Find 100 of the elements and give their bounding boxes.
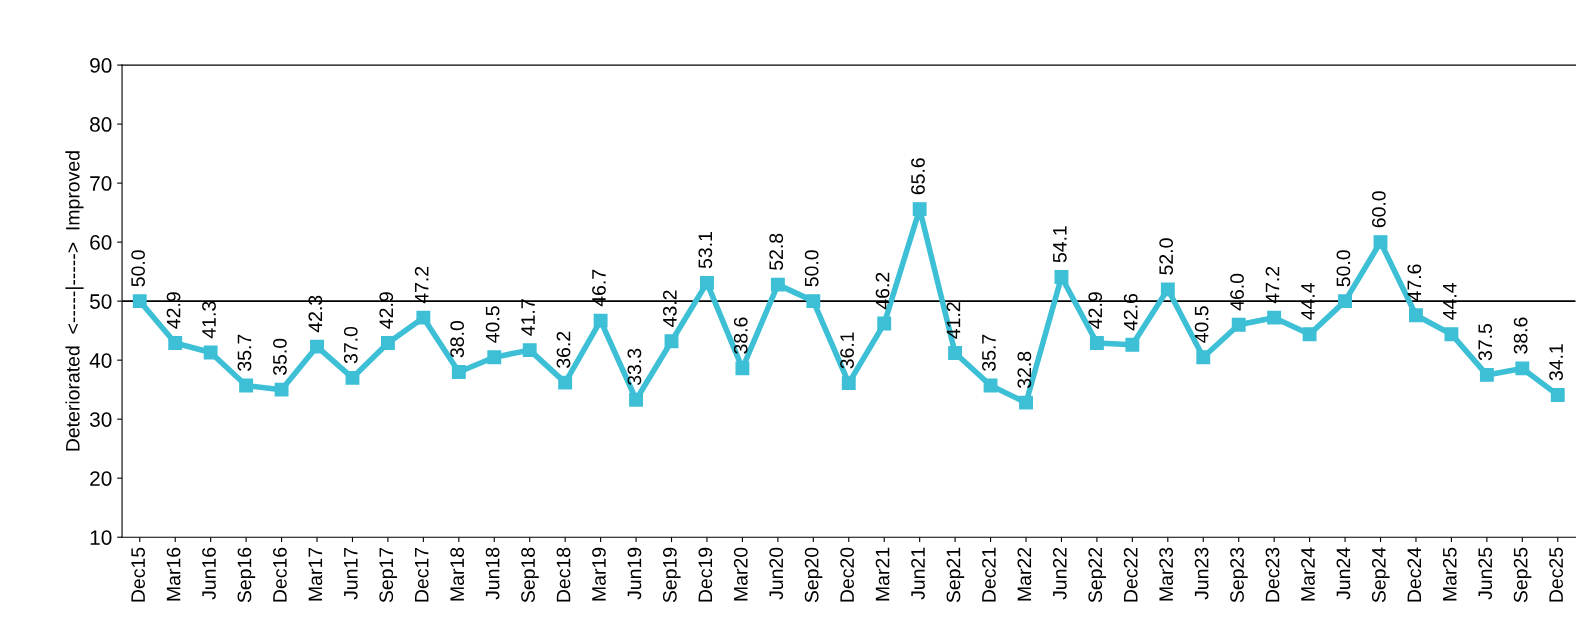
point (1338, 294, 1353, 309)
point (664, 334, 679, 349)
data-label: 52.8 (769, 233, 784, 270)
x-tick-label: Jun17 (344, 547, 358, 600)
data-label: 32.8 (1017, 351, 1032, 389)
data-label: 43.2 (662, 290, 677, 327)
point (451, 365, 466, 379)
y-tick-label: 40 (89, 353, 112, 368)
point (593, 313, 608, 328)
point (168, 336, 183, 350)
data-label: 42.9 (166, 292, 181, 329)
y-tick-label: 50 (89, 294, 112, 309)
point (1479, 367, 1494, 382)
data-label: 36.2 (556, 331, 571, 368)
point (770, 277, 785, 292)
point (1550, 388, 1565, 402)
data-label: 50.0 (804, 250, 819, 287)
x-tick-label: Sep21 (946, 547, 965, 603)
data-label: 38.6 (1513, 317, 1528, 354)
point (522, 343, 537, 358)
point (203, 345, 218, 360)
data-label: 60.0 (1371, 191, 1386, 228)
point (1019, 395, 1033, 410)
point (1196, 350, 1211, 365)
data-label: 41.2 (946, 302, 961, 339)
point (345, 370, 360, 385)
x-tick-label: Mar19 (592, 547, 606, 601)
point (1409, 308, 1423, 323)
point (132, 294, 147, 309)
x-tick-label: Dec19 (698, 547, 713, 602)
x-tick-label: Mar20 (733, 547, 748, 601)
x-tick-label: Mar23 (1159, 547, 1174, 601)
data-label: 47.2 (1265, 266, 1280, 304)
x-tick-label: Sep19 (662, 547, 681, 603)
data-label: 40.5 (1194, 306, 1209, 343)
x-tick-label: Jun24 (1336, 547, 1351, 600)
y-tick-label: 30 (89, 412, 112, 427)
point (380, 336, 395, 350)
data-label: 33.3 (627, 348, 642, 386)
x-tick-label: Dec18 (556, 547, 571, 602)
x-tick-label: Jun19 (627, 547, 642, 600)
y-tick-label: 90 (90, 58, 112, 73)
point (558, 375, 573, 390)
point (416, 310, 431, 325)
x-tick-label: Jun23 (1194, 547, 1209, 600)
x-tick-label: Jun22 (1052, 547, 1067, 600)
x-tick-label: Sep17 (379, 547, 397, 603)
data-label: 37.0 (343, 326, 358, 364)
point (1267, 310, 1282, 325)
point (310, 339, 324, 354)
data-label: 42.9 (379, 292, 394, 329)
data-label: 46.0 (1230, 273, 1244, 311)
x-tick-label: Mar18 (450, 547, 465, 601)
data-label: 53.1 (698, 232, 713, 269)
y-axis-title: Deteriorated <-----|-----> Improved (65, 151, 84, 451)
x-tick-label: Jun18 (485, 547, 500, 600)
point (487, 350, 502, 365)
point (700, 275, 714, 290)
data-label: 50.0 (131, 250, 145, 287)
point (735, 361, 750, 376)
point (1444, 327, 1459, 342)
x-tick-label: Dec17 (415, 547, 429, 602)
x-tick-label: Sep22 (1088, 547, 1106, 603)
x-tick-label: Sep24 (1371, 547, 1390, 603)
data-label: 37.5 (1478, 323, 1493, 361)
x-tick-label: Dec25 (1549, 547, 1563, 602)
data-label: 35.7 (237, 334, 252, 371)
x-tick-label: Jun25 (1478, 547, 1493, 600)
x-tick-label: Mar16 (166, 547, 181, 601)
x-tick-label: Mar17 (308, 547, 323, 601)
data-label: 47.2 (414, 266, 429, 304)
x-tick-label: Mar21 (875, 547, 890, 601)
x-tick-label: Dec22 (1123, 547, 1138, 602)
x-tick-label: Dec21 (982, 547, 996, 602)
data-label: 38.0 (450, 320, 465, 358)
data-label: 34.1 (1549, 344, 1563, 381)
x-tick-label: Mar25 (1442, 547, 1457, 601)
point (629, 392, 644, 407)
point (1231, 317, 1246, 332)
point (877, 316, 892, 331)
data-label: 50.0 (1336, 250, 1351, 287)
data-label: 41.7 (521, 299, 535, 336)
data-label: 46.7 (592, 269, 606, 307)
point (948, 346, 963, 361)
y-tick-label: 60 (90, 235, 112, 250)
point (1089, 336, 1104, 350)
y-tick-label: 70 (90, 176, 112, 191)
x-tick-label: Sep18 (521, 547, 539, 603)
x-tick-label: Mar24 (1301, 547, 1315, 601)
x-tick-label: Sep23 (1230, 547, 1248, 603)
x-tick-label: Dec24 (1407, 547, 1422, 602)
data-label: 54.1 (1053, 226, 1067, 263)
data-label: 65.6 (911, 158, 925, 195)
point (983, 378, 998, 393)
point (274, 382, 289, 397)
data-label: 42.9 (1088, 292, 1103, 329)
point (239, 378, 254, 393)
x-tick-label: Sep25 (1513, 547, 1532, 603)
x-tick-label: Jun21 (911, 547, 925, 600)
x-tick-label: Sep20 (804, 547, 823, 603)
